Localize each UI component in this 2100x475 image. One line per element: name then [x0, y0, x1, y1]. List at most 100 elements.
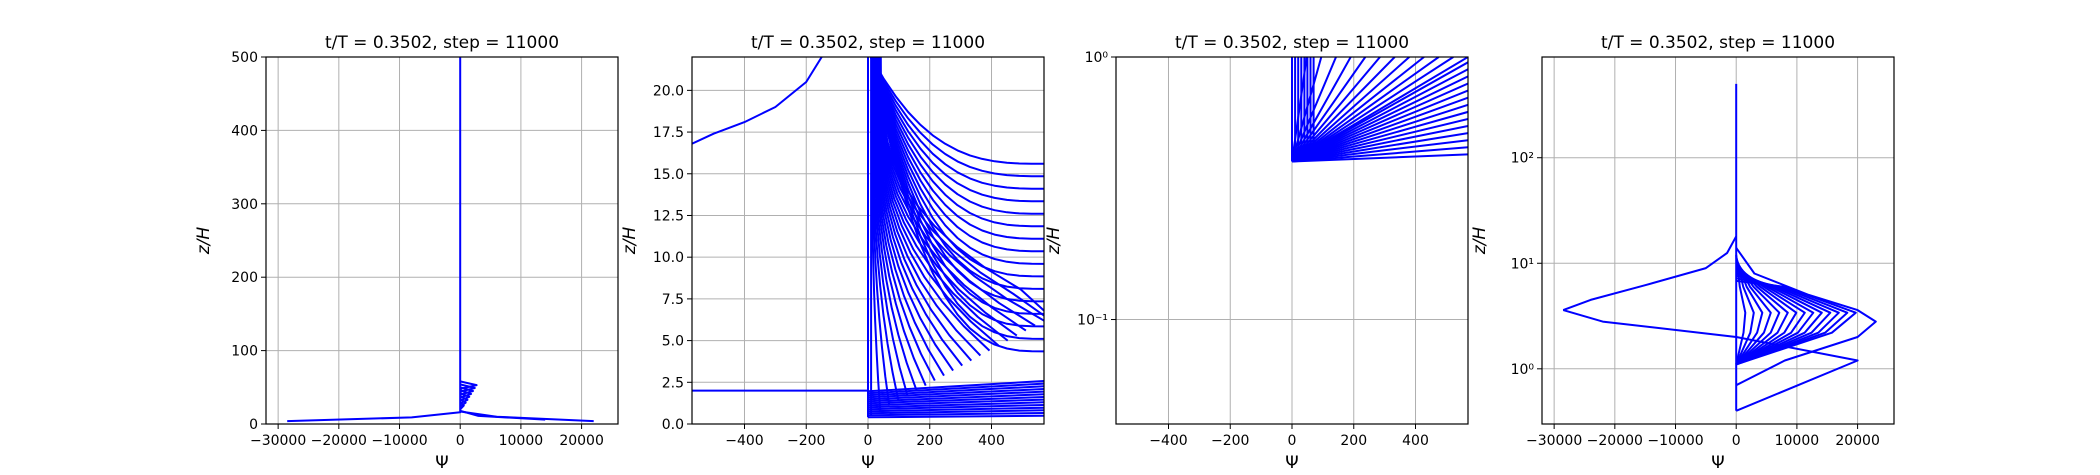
y-tick-label: 7.5: [662, 292, 684, 308]
series-line: [870, 57, 1044, 328]
series-group: [692, 57, 1044, 419]
series-line: [1291, 61, 1468, 163]
series-line: [870, 57, 1044, 278]
x-tick-label: 0: [1288, 433, 1297, 449]
x-axis-label: Ψ: [1285, 453, 1298, 473]
series-line: [1562, 309, 1859, 412]
series-line: [867, 380, 1044, 393]
series-line: [870, 57, 1044, 215]
x-tick-label: 20000: [559, 433, 604, 449]
x-tick-labels: −400 −200 0 200 400: [725, 424, 1005, 449]
x-tick-label: 200: [1340, 433, 1367, 449]
y-tick-label: 5.0: [662, 334, 684, 350]
x-tick-label: 400: [1402, 433, 1429, 449]
y-tick-label: 200: [231, 270, 258, 286]
x-tick-label: 10000: [499, 433, 544, 449]
x-tick-label: 200: [916, 433, 943, 449]
x-tick-label: −400: [1149, 433, 1187, 449]
y-tick-label: 100: [231, 344, 258, 360]
series-line: [459, 409, 546, 421]
series-line: [1291, 118, 1468, 163]
series-line: [870, 57, 1044, 303]
grid: [266, 56, 618, 425]
chart-title: t/T = 0.3502, step = 11000: [325, 33, 559, 53]
series-line: [867, 393, 1044, 403]
x-tick-label: −30000: [1526, 433, 1582, 449]
y-tick-label: 10.0: [653, 250, 684, 266]
x-axis-label: Ψ: [435, 453, 448, 473]
series-line: [459, 380, 478, 390]
series-line: [867, 401, 1044, 409]
series-line: [870, 57, 1044, 353]
series-line: [1291, 57, 1440, 163]
series-line: [867, 382, 1044, 395]
series-line: [1291, 82, 1468, 163]
x-tick-label: −200: [787, 433, 825, 449]
y-tick-labels: 0 100 200 300 400 500: [231, 50, 266, 433]
series-group: [1291, 57, 1468, 163]
y-tick-label: 12.5: [653, 208, 684, 224]
series-line: [867, 385, 1044, 397]
x-tick-label: −20000: [311, 433, 367, 449]
series-line: [867, 406, 1044, 413]
x-tick-label: 0: [1732, 433, 1741, 449]
series-line: [867, 396, 1044, 405]
y-tick-label: 300: [231, 197, 258, 213]
series-line: [1735, 279, 1857, 366]
y-tick-label: 10⁻¹: [1077, 313, 1108, 329]
series-line: [1291, 103, 1468, 163]
series-line: [1291, 57, 1396, 163]
series-line: [1562, 235, 1738, 312]
series-line: [870, 57, 1044, 240]
x-tick-label: 10000: [1775, 433, 1820, 449]
x-tick-label: −30000: [250, 433, 306, 449]
plot-frame: [265, 56, 619, 425]
x-axis-label: Ψ: [861, 453, 874, 473]
y-tick-label: 10¹: [1511, 256, 1534, 272]
series-line: [1291, 68, 1468, 163]
y-tick-labels: 10⁻¹ 10⁰: [1077, 50, 1116, 329]
series-line: [692, 57, 823, 145]
series-line: [870, 57, 1044, 265]
series-line: [867, 388, 1044, 399]
series-line: [1291, 153, 1468, 163]
series-line: [867, 414, 1044, 419]
series-line: [867, 390, 1044, 401]
x-tick-labels: −30000 −20000 −10000 0 10000 20000: [250, 424, 604, 449]
x-tick-label: −20000: [1587, 433, 1643, 449]
plot-frame: [1541, 56, 1895, 425]
series-line: [870, 57, 1044, 190]
series-line: [1291, 75, 1468, 163]
series-line: [870, 57, 1044, 315]
x-tick-label: 0: [456, 433, 465, 449]
y-axis-label: z/H: [620, 227, 640, 256]
y-axis-label: z/H: [1044, 227, 1064, 256]
chart-title: t/T = 0.3502, step = 11000: [751, 33, 985, 53]
y-tick-label: 0: [249, 417, 258, 433]
series-line: [870, 57, 1044, 178]
y-tick-label: 10²: [1511, 151, 1534, 167]
y-tick-label: 17.5: [653, 125, 684, 141]
series-line: [867, 412, 1044, 417]
series-line: [867, 404, 1044, 411]
y-tick-label: 10⁰: [1085, 50, 1109, 66]
series-line: [870, 57, 1044, 228]
x-axis-label: Ψ: [1711, 453, 1724, 473]
series-line: [870, 57, 1044, 203]
series-group: [1562, 83, 1877, 412]
x-tick-label: −10000: [1647, 433, 1703, 449]
series-line: [870, 57, 1044, 165]
y-tick-label: 400: [231, 123, 258, 139]
x-tick-label: 0: [864, 433, 873, 449]
x-tick-label: −10000: [371, 433, 427, 449]
series-line: [1735, 247, 1877, 387]
x-tick-labels: −400 −200 0 200 400: [1149, 424, 1429, 449]
series-line: [870, 57, 1044, 253]
x-tick-label: 20000: [1835, 433, 1880, 449]
panel-3: −400 −200 0 200 400 10⁻¹ 10⁰ t/T = 0.3502, step…: [1044, 33, 1469, 473]
series-line: [867, 409, 1044, 415]
series-line: [1291, 125, 1468, 163]
series-line: [1291, 96, 1468, 163]
series-line: [459, 383, 476, 393]
